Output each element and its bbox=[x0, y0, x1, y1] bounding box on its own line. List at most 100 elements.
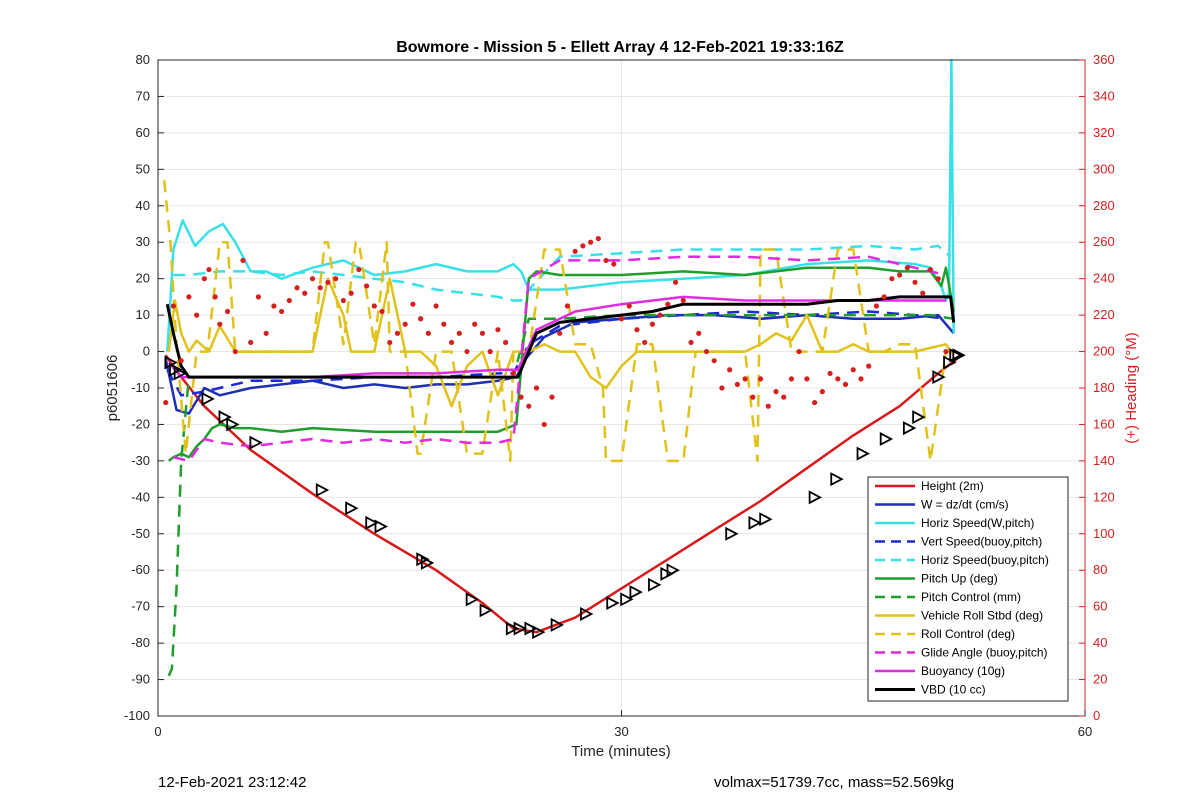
y-tick-label: 60 bbox=[136, 125, 150, 140]
legend-label-9: Roll Control (deg) bbox=[921, 627, 1015, 641]
waypoint-marker bbox=[249, 435, 263, 450]
heading-point bbox=[472, 321, 478, 327]
heading-point bbox=[626, 303, 632, 309]
y2-tick-label: 180 bbox=[1093, 380, 1115, 395]
legend-label-6: Pitch Up (deg) bbox=[921, 572, 998, 586]
legend-label-2: W = dz/dt (cm/s) bbox=[921, 498, 1009, 512]
heading-point bbox=[912, 279, 918, 285]
heading-point bbox=[603, 257, 609, 264]
heading-point bbox=[827, 370, 833, 377]
y2-tick-label: 340 bbox=[1093, 88, 1115, 103]
series-line-1 bbox=[164, 354, 963, 634]
waypoint-marker bbox=[513, 621, 527, 636]
heading-point bbox=[672, 279, 679, 285]
heading-point bbox=[248, 339, 254, 346]
waypoint-marker bbox=[952, 348, 966, 363]
heading-point bbox=[340, 297, 346, 304]
y-tick-label: -30 bbox=[131, 453, 150, 468]
footer-timestamp: 12-Feb-2021 23:12:42 bbox=[158, 774, 307, 791]
heading-point bbox=[201, 276, 207, 282]
waypoint-marker bbox=[505, 621, 520, 636]
heading-point bbox=[873, 303, 880, 309]
heading-point bbox=[796, 348, 802, 355]
heading-point bbox=[866, 363, 872, 369]
y2-tick-label: 20 bbox=[1093, 672, 1107, 687]
waypoint-marker bbox=[465, 592, 480, 607]
x-tick-label: 0 bbox=[154, 724, 161, 739]
heading-point bbox=[580, 243, 586, 249]
heading-point bbox=[348, 290, 354, 296]
heading-point bbox=[317, 285, 323, 291]
heading-point bbox=[533, 385, 540, 391]
y-tick-label: 20 bbox=[136, 271, 150, 286]
heading-points-layer bbox=[163, 235, 957, 428]
heading-point bbox=[750, 394, 756, 400]
heading-point bbox=[927, 266, 934, 273]
heading-point bbox=[757, 376, 764, 382]
heading-point bbox=[425, 330, 431, 336]
heading-point bbox=[232, 348, 238, 355]
y2-tick-label: 100 bbox=[1093, 526, 1115, 541]
series-line-6 bbox=[168, 266, 955, 462]
heading-point bbox=[696, 330, 702, 336]
y-tick-label: -10 bbox=[131, 380, 150, 395]
axis-layer: -100-90-80-70-60-50-40-30-20-10010203040… bbox=[124, 52, 1115, 739]
y2-axis-label: (+) Heading (°M) bbox=[1123, 332, 1140, 443]
heading-point bbox=[842, 381, 849, 387]
heading-point bbox=[680, 297, 686, 304]
heading-point bbox=[186, 294, 192, 300]
legend-label-11: Buoyancy (10g) bbox=[921, 664, 1005, 678]
heading-point bbox=[734, 381, 740, 387]
heading-point bbox=[294, 285, 300, 291]
heading-point bbox=[206, 266, 212, 273]
x-tick-label: 30 bbox=[614, 724, 628, 739]
heading-point bbox=[719, 385, 725, 391]
y2-tick-label: 260 bbox=[1093, 234, 1115, 249]
y2-tick-label: 160 bbox=[1093, 416, 1115, 431]
heading-point bbox=[503, 339, 509, 346]
waypoint-marker bbox=[365, 515, 379, 530]
heading-point bbox=[302, 290, 308, 296]
y-tick-label: 40 bbox=[136, 198, 150, 213]
heading-point bbox=[595, 235, 601, 242]
series-line-4 bbox=[166, 310, 947, 397]
waypoint-marker bbox=[345, 501, 359, 516]
x-tick-label: 60 bbox=[1078, 724, 1092, 739]
waypoint-marker bbox=[629, 585, 643, 600]
waypoint-marker bbox=[666, 563, 680, 578]
heading-point bbox=[394, 330, 401, 336]
heading-point bbox=[889, 276, 895, 282]
legend-label-5: Horiz Speed(buoy,pitch) bbox=[921, 553, 1049, 567]
heading-point bbox=[781, 394, 787, 400]
legend-label-7: Pitch Control (mm) bbox=[921, 590, 1021, 604]
heading-point bbox=[549, 394, 555, 400]
legend-label-12: VBD (10 cc) bbox=[921, 683, 986, 697]
heading-point bbox=[333, 276, 339, 282]
waypoint-marker bbox=[201, 391, 215, 406]
legend-items: Height (2m) W = dz/dt (cm/s) Horiz Speed(W… bbox=[875, 479, 1049, 697]
heading-point bbox=[804, 376, 810, 382]
y-tick-label: 30 bbox=[136, 234, 150, 249]
y-tick-label: -70 bbox=[131, 599, 150, 614]
waypoint-marker bbox=[315, 483, 330, 498]
waypoint-marker bbox=[902, 421, 917, 436]
heading-point bbox=[943, 348, 949, 355]
heading-point bbox=[495, 327, 501, 333]
y2-tick-label: 120 bbox=[1093, 489, 1115, 504]
heading-point bbox=[371, 303, 377, 309]
heading-point bbox=[727, 367, 733, 373]
heading-point bbox=[212, 294, 218, 300]
heading-point bbox=[618, 316, 625, 322]
series-layer bbox=[162, 58, 963, 677]
waypoint-marker bbox=[550, 617, 565, 632]
heading-point bbox=[240, 257, 246, 264]
heading-point bbox=[711, 358, 717, 364]
waypoint-marker bbox=[606, 596, 620, 611]
y2-tick-label: 320 bbox=[1093, 125, 1115, 140]
y2-tick-label: 240 bbox=[1093, 271, 1115, 286]
x-axis-label: Time (minutes) bbox=[571, 743, 670, 760]
heading-point bbox=[217, 321, 223, 327]
y-tick-label: -60 bbox=[131, 562, 150, 577]
heading-point bbox=[642, 339, 648, 346]
y2-tick-label: 80 bbox=[1093, 562, 1107, 577]
